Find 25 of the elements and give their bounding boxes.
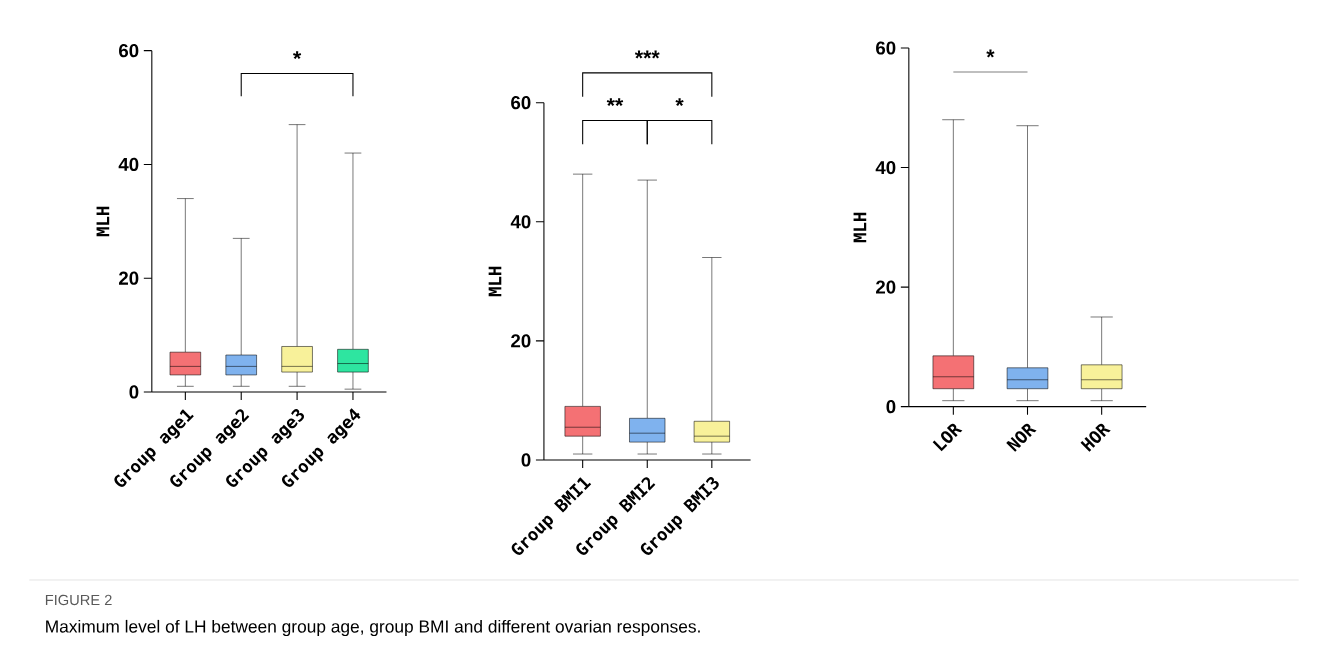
text: *** [634, 50, 660, 59]
y-tick-label: 60 [876, 41, 896, 55]
annotation: * [293, 51, 302, 60]
y-tick-label: 0 [129, 385, 139, 399]
y-axis-title: MLH [853, 212, 867, 243]
y-tick-label: 40 [118, 157, 139, 172]
y-tick-label: 0 [521, 453, 531, 467]
annotation: * [986, 49, 995, 58]
y-tick-label: 20 [876, 280, 896, 294]
x-tick-label: LOR [932, 423, 963, 452]
y-axis-title: MLH [488, 266, 502, 297]
y-tick-label: 60 [511, 96, 531, 110]
caption: FIGURE 2 [45, 594, 112, 606]
y-tick-label: 20 [511, 334, 531, 348]
x-tick-label: NOR [1006, 423, 1037, 452]
annotation: ** [606, 98, 624, 107]
y-tick-label: 40 [510, 215, 531, 229]
y-axis-title: MLH [96, 206, 110, 237]
y-tick-label: 20 [119, 271, 139, 285]
text: Maximum level of LH between group age, group BMI and different ovarian responses. [46, 619, 700, 637]
y-tick-label: 40 [875, 160, 896, 175]
y-tick-label: 60 [119, 44, 139, 58]
x-tick-label: HOR [1080, 423, 1111, 452]
annotation: * [675, 98, 684, 107]
y-tick-label: 0 [886, 400, 896, 414]
